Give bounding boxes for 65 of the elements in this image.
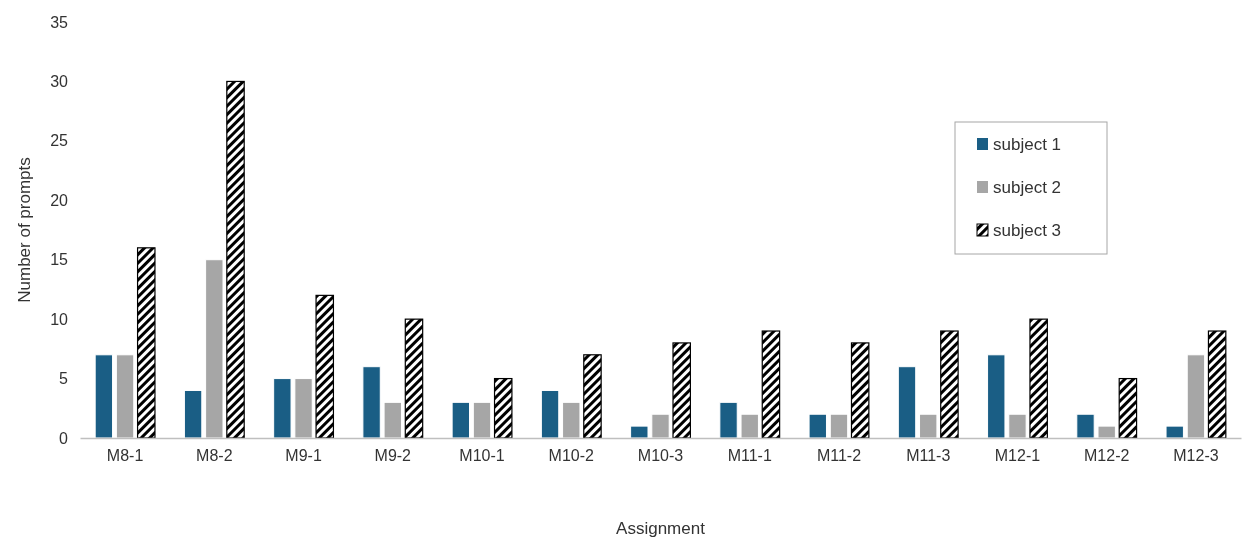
bar [404,318,424,439]
x-tick-label: M11-1 [727,447,772,465]
y-tick-label: 20 [50,191,69,209]
y-tick-label: 10 [50,310,69,328]
bar [451,401,471,439]
bar [672,342,691,439]
y-tick-label: 35 [50,13,69,31]
bar [919,413,938,439]
bar [226,80,245,439]
bar [383,401,402,439]
bar [897,366,917,439]
x-tick-label: M9-1 [285,447,322,465]
y-tick-label: 15 [50,251,69,269]
x-tick-label: M9-2 [374,447,412,465]
bar [183,389,203,439]
bar [540,389,560,439]
bar [761,330,781,439]
x-tick-label: M8-2 [196,447,233,465]
x-tick-label: M12-2 [1084,447,1130,465]
bar [115,354,135,439]
y-tick-label: 5 [59,370,69,388]
bar [1207,330,1227,439]
bar [740,413,759,439]
bar [1118,377,1138,439]
bar [1186,354,1206,439]
bar [987,354,1006,439]
bar [850,342,870,439]
y-tick-label: 30 [50,73,69,91]
bar [651,413,670,439]
bar [1029,318,1048,439]
x-tick-label: M8-1 [106,447,144,465]
bar [94,354,114,439]
x-tick-label: M10-2 [548,447,595,465]
bar [294,378,313,439]
bar [630,425,649,439]
bar [808,413,827,439]
bar [1165,425,1184,439]
x-tick-label: M11-3 [906,447,951,465]
bar [472,401,492,439]
bar [719,401,738,439]
y-axis-title: Number of prompts [15,157,34,303]
legend-label: subject 2 [993,178,1062,197]
y-tick-label: 25 [50,132,69,150]
bar [829,413,849,439]
x-tick-label: M10-1 [459,447,505,465]
x-tick-label: M12-3 [1173,447,1219,465]
bar [1008,413,1027,439]
bar [562,401,581,439]
x-axis-title: Assignment [616,519,706,538]
x-tick-label: M12-1 [994,447,1041,465]
bar [315,294,335,439]
bar [1076,413,1095,439]
bar [136,247,156,439]
legend-label: subject 1 [993,135,1062,154]
bar [940,330,959,439]
bar [273,378,292,439]
y-tick-label: 0 [59,429,69,447]
bar [205,259,224,439]
x-tick-label: M10-3 [637,447,684,465]
bar [1097,425,1116,439]
bar [362,366,381,439]
legend-label: subject 3 [993,221,1062,240]
bar [583,354,602,439]
bar [493,377,513,439]
x-tick-label: M11-2 [816,447,862,465]
